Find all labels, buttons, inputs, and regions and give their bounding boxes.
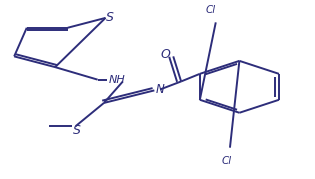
Text: NH: NH <box>109 75 125 85</box>
Text: S: S <box>106 11 114 23</box>
Text: N: N <box>156 83 165 96</box>
Text: O: O <box>160 48 170 61</box>
Text: Cl: Cl <box>206 5 216 15</box>
Text: Cl: Cl <box>222 156 232 166</box>
Text: S: S <box>73 124 81 137</box>
